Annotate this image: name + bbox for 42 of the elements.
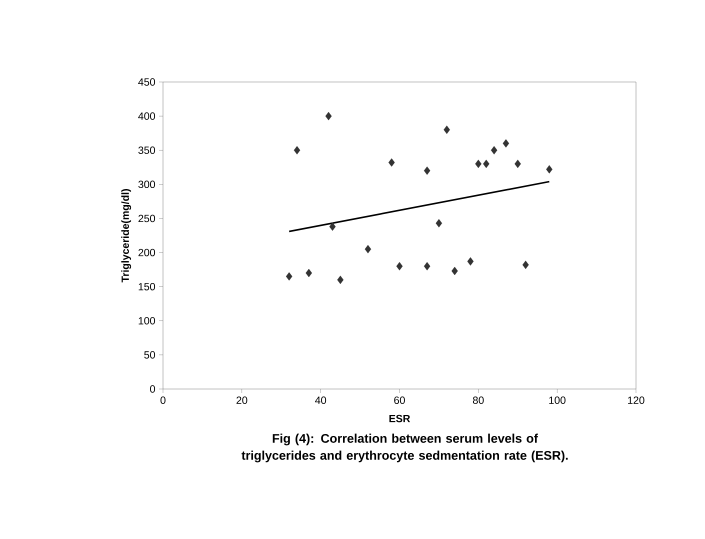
point xyxy=(483,160,490,168)
x-tick-label: 60 xyxy=(394,396,405,404)
y-tick-label: 50 xyxy=(144,351,156,359)
y-tick-label: 250 xyxy=(138,214,156,222)
x-axis-title: ESR xyxy=(389,414,410,422)
point xyxy=(388,158,395,167)
x-tick-label: 100 xyxy=(549,396,566,404)
point xyxy=(444,126,450,134)
point xyxy=(522,260,529,270)
x-tick-label: 0 xyxy=(160,396,166,404)
point xyxy=(306,268,312,278)
point xyxy=(546,165,552,174)
point xyxy=(502,139,510,148)
point xyxy=(490,146,498,154)
y-tick-label: 150 xyxy=(138,282,156,290)
point xyxy=(337,276,344,284)
x-tick-label: 40 xyxy=(315,396,326,404)
x-tick-label: 20 xyxy=(236,396,248,404)
point xyxy=(424,166,430,175)
point xyxy=(294,146,300,154)
point xyxy=(467,257,474,266)
x-tick-label: 120 xyxy=(628,396,644,404)
y-tick-label: 200 xyxy=(138,248,156,256)
y-axis-title: Triglyceride(mg/dl) xyxy=(121,189,132,282)
point xyxy=(329,222,336,231)
point xyxy=(424,262,430,270)
point xyxy=(514,160,521,168)
point xyxy=(436,219,442,228)
point xyxy=(475,160,482,168)
text: Fig (4): Correlation between serum levels of triglycerides and erythrocyte sedmentation rate (ESR). xyxy=(242,434,568,462)
point xyxy=(364,244,372,254)
point xyxy=(451,266,458,276)
y-tick-label: 0 xyxy=(150,385,156,393)
point xyxy=(286,272,292,281)
x-tick-label: 80 xyxy=(472,396,484,404)
y-tick-label: 450 xyxy=(138,78,156,86)
y-tick-label: 300 xyxy=(138,180,156,188)
point xyxy=(325,112,332,120)
point xyxy=(396,262,403,270)
y-tick-label: 350 xyxy=(138,146,156,154)
y-tick-label: 100 xyxy=(138,317,156,324)
y-tick-label: 400 xyxy=(138,112,156,120)
